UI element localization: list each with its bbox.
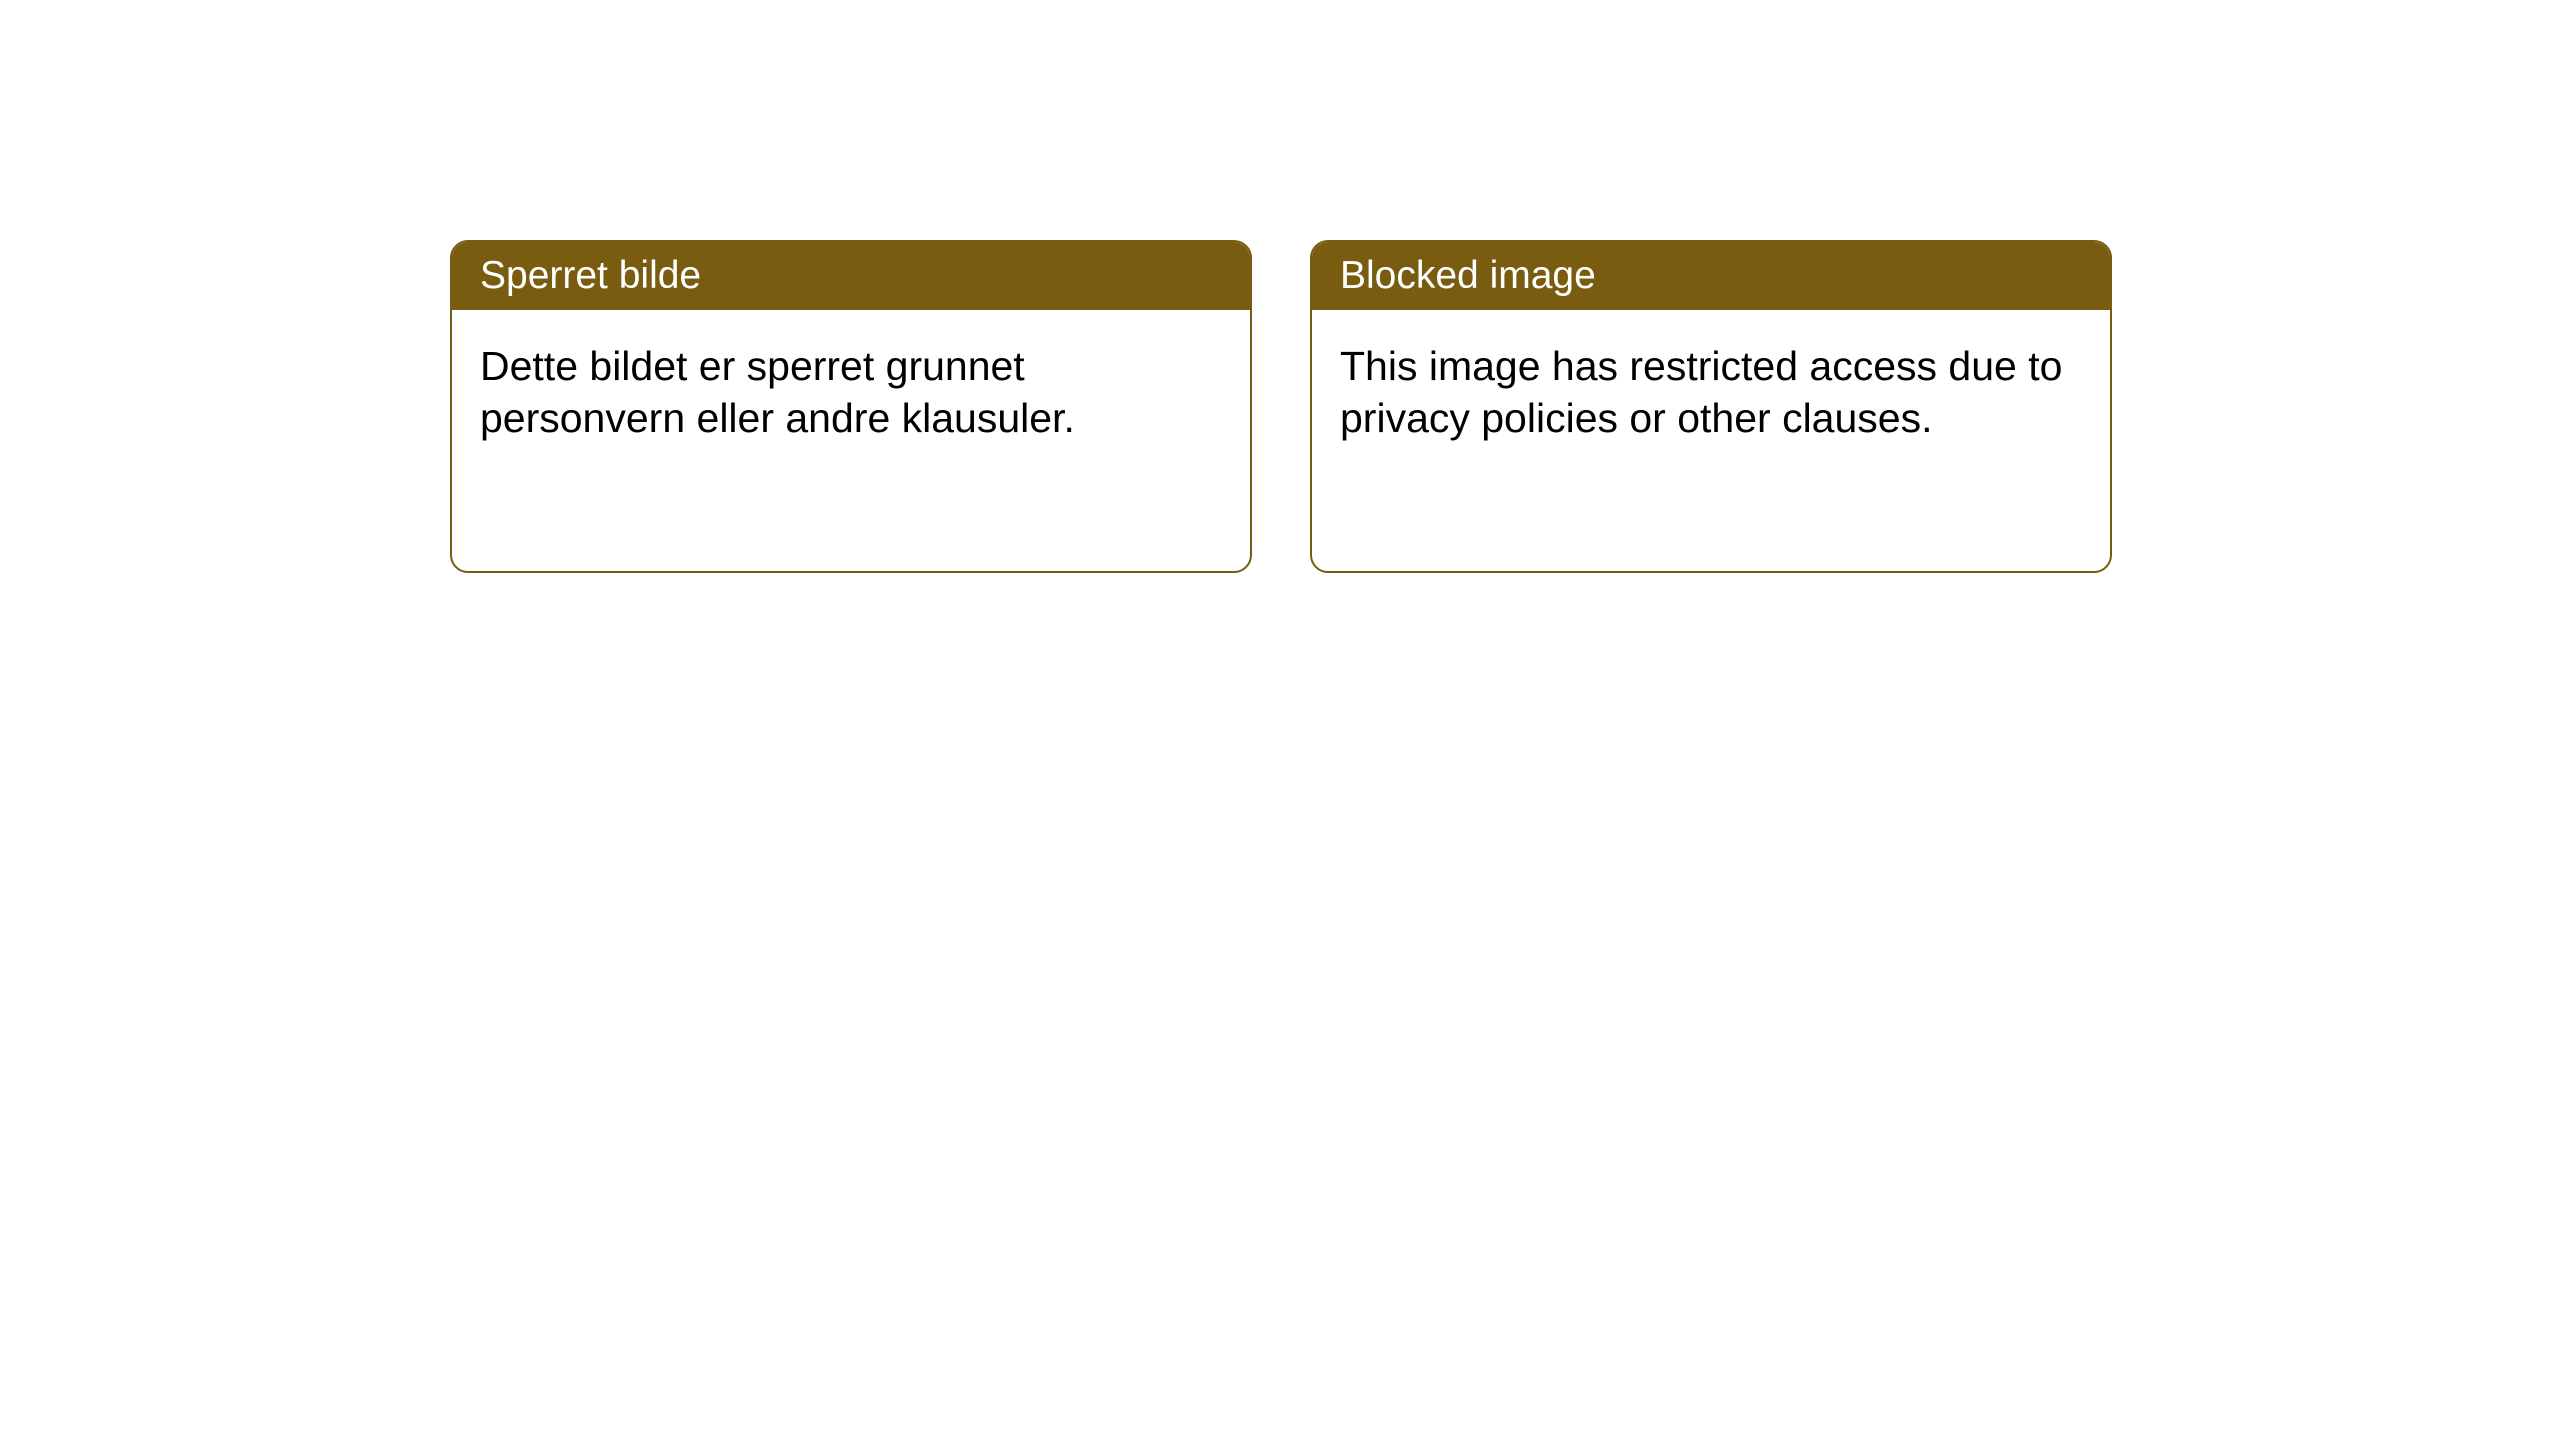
card-body-text: This image has restricted access due to …	[1340, 343, 2062, 441]
notice-container: Sperret bilde Dette bildet er sperret gr…	[0, 0, 2560, 573]
card-title: Sperret bilde	[480, 254, 701, 297]
card-header: Blocked image	[1312, 242, 2110, 310]
card-body: Dette bildet er sperret grunnet personve…	[452, 310, 1250, 474]
card-header: Sperret bilde	[452, 242, 1250, 310]
notice-card-norwegian: Sperret bilde Dette bildet er sperret gr…	[450, 240, 1252, 573]
card-body-text: Dette bildet er sperret grunnet personve…	[480, 343, 1075, 441]
card-title: Blocked image	[1340, 254, 1596, 297]
notice-card-english: Blocked image This image has restricted …	[1310, 240, 2112, 573]
card-body: This image has restricted access due to …	[1312, 310, 2110, 474]
